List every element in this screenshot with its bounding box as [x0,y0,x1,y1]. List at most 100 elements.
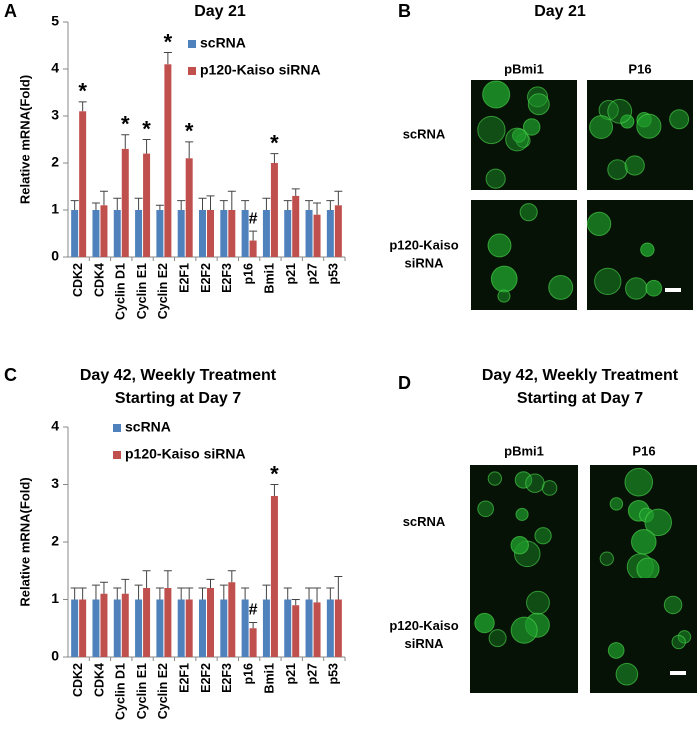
legend-label: p120-Kaiso siRNA [200,62,321,78]
chart-title: Day 42, Weekly Treatment [80,367,277,384]
cell [671,634,686,650]
cell [487,471,502,486]
error-bar [198,197,207,210]
y-tick-label: 4 [51,418,59,434]
x-tick-label: Cyclin E2 [156,663,170,719]
error-bar [198,587,207,600]
legend-swatch [113,451,121,459]
cell [505,127,529,152]
significance-mark: * [142,116,151,141]
error-bar [206,578,215,588]
chart-title: Starting at Day 7 [115,390,241,407]
cell [497,289,511,303]
row-label: p120-Kaiso [389,237,458,252]
panel-letter: A [4,1,17,21]
legend-swatch [188,67,196,75]
x-tick-label: p16 [241,263,255,285]
error-bar [313,202,322,215]
bar [292,195,300,257]
bar [143,588,151,657]
bar [100,205,108,257]
row-label: siRNA [404,636,444,651]
panel-letter: B [398,1,411,21]
column-label: pBmi1 [504,443,544,458]
bar [270,496,278,657]
error-bar [163,52,172,65]
panel-letter: D [398,373,411,393]
scale-bar [665,288,681,292]
bar [71,210,79,257]
x-tick-label: E2F2 [199,263,213,293]
error-bar [291,188,300,196]
bar [249,240,257,257]
error-bar [270,153,279,163]
error-bar [142,570,151,588]
cell [485,168,506,189]
error-bar [91,202,100,210]
cell [474,612,495,634]
cell [526,590,550,615]
y-tick-label: 0 [51,248,59,264]
cell [522,118,541,136]
error-bar [219,200,228,210]
significance-mark: * [164,29,173,54]
cell [477,500,494,518]
bar [185,599,193,657]
bar [164,64,172,257]
x-tick-label: E2F1 [177,263,191,293]
x-tick-label: CDK4 [92,663,106,697]
column-label: P16 [632,443,655,458]
error-bar [70,587,79,600]
error-bar [291,599,300,606]
bar [79,111,87,257]
cell [609,497,624,511]
cell [586,211,612,237]
x-tick-label: CDK2 [71,663,85,697]
y-tick-label: 1 [51,201,59,217]
bar [177,210,185,257]
x-tick-label: Cyclin E2 [156,263,170,319]
bar [270,163,278,257]
error-bar [227,190,236,210]
cell [594,267,622,296]
cell [644,508,673,537]
error-bar [155,587,164,600]
bar [164,588,172,657]
x-tick-label: Cyclin E1 [135,263,149,319]
bar [220,210,228,257]
x-tick-label: p21 [284,663,298,685]
row-label: siRNA [404,255,444,270]
bar [121,593,129,657]
cell [669,109,690,130]
cell [645,279,663,297]
bar [334,205,342,257]
error-bar [227,570,236,583]
significance-mark: * [270,130,279,155]
error-bar [91,584,100,600]
cell [599,551,614,566]
legend-label: p120-Kaiso siRNA [125,446,246,462]
bar [241,210,249,257]
panel-title: Day 21 [534,3,586,20]
bar [313,214,321,257]
bar [292,605,300,657]
bar [326,599,334,657]
bar [284,599,292,657]
x-tick-label: CDK4 [92,263,106,297]
cell [548,274,574,300]
significance-mark: * [78,79,87,104]
column-label: P16 [628,61,651,76]
panel-title: Day 42, Weekly Treatment [482,367,679,384]
cell [510,535,529,555]
y-tick-label: 1 [51,590,59,606]
x-tick-label: p53 [327,263,341,285]
bar [199,210,206,257]
x-tick-label: p53 [327,663,341,685]
error-bar [334,190,343,206]
significance-mark: * [270,461,279,486]
bar [92,210,100,257]
bar [135,210,143,257]
significance-mark: * [121,112,130,137]
